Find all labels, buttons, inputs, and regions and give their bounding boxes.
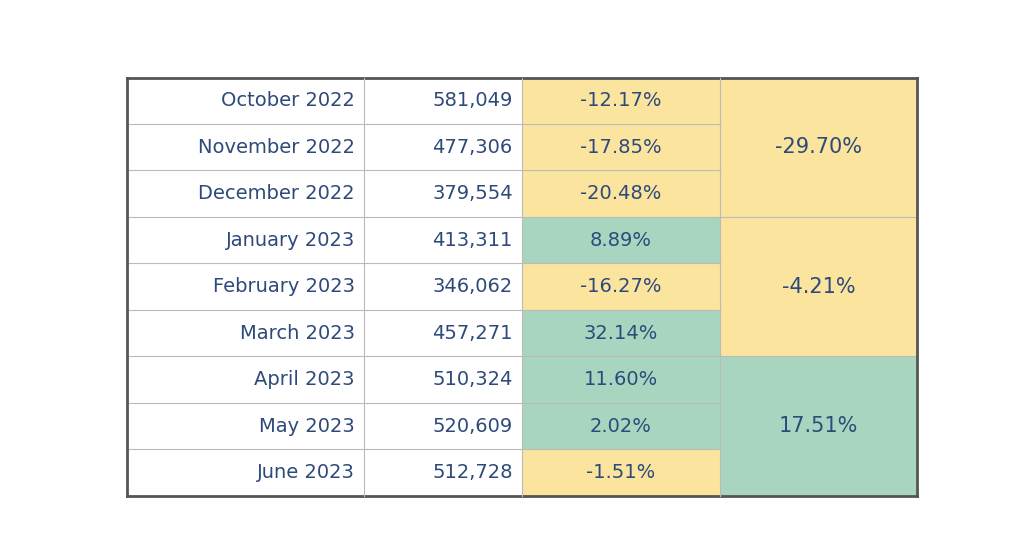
Text: -12.17%: -12.17% bbox=[580, 91, 661, 110]
Bar bbox=[522, 310, 719, 356]
Bar bbox=[365, 217, 523, 263]
Text: -4.21%: -4.21% bbox=[782, 277, 855, 297]
Text: -16.27%: -16.27% bbox=[580, 277, 661, 296]
Text: -20.48%: -20.48% bbox=[580, 184, 661, 203]
Bar bbox=[365, 124, 523, 170]
Text: May 2023: May 2023 bbox=[259, 417, 355, 436]
Bar bbox=[127, 356, 365, 403]
Bar bbox=[127, 170, 365, 217]
Bar bbox=[522, 77, 719, 124]
Text: -17.85%: -17.85% bbox=[580, 138, 661, 157]
Bar bbox=[719, 217, 917, 356]
Bar bbox=[127, 217, 365, 263]
Bar bbox=[522, 403, 719, 449]
Bar bbox=[522, 356, 719, 403]
Text: 457,271: 457,271 bbox=[432, 324, 513, 343]
Bar bbox=[127, 310, 365, 356]
Text: 11.60%: 11.60% bbox=[584, 370, 658, 389]
Text: November 2022: November 2022 bbox=[198, 138, 355, 157]
Text: 510,324: 510,324 bbox=[432, 370, 513, 389]
Bar bbox=[127, 77, 365, 124]
Bar bbox=[365, 449, 523, 496]
Bar bbox=[522, 170, 719, 217]
Bar bbox=[522, 263, 719, 310]
Text: 346,062: 346,062 bbox=[432, 277, 513, 296]
Bar bbox=[127, 124, 365, 170]
Text: March 2023: March 2023 bbox=[239, 324, 355, 343]
Text: 512,728: 512,728 bbox=[432, 463, 513, 482]
Bar bbox=[365, 170, 523, 217]
Text: December 2022: December 2022 bbox=[198, 184, 355, 203]
Text: January 2023: January 2023 bbox=[225, 231, 355, 250]
Bar bbox=[522, 217, 719, 263]
Text: 2.02%: 2.02% bbox=[590, 417, 652, 436]
Text: 17.51%: 17.51% bbox=[779, 416, 858, 436]
Bar bbox=[719, 77, 917, 217]
Bar bbox=[365, 263, 523, 310]
Text: -1.51%: -1.51% bbox=[586, 463, 655, 482]
Bar bbox=[365, 77, 523, 124]
Text: June 2023: June 2023 bbox=[257, 463, 355, 482]
Text: February 2023: February 2023 bbox=[213, 277, 355, 296]
Text: 581,049: 581,049 bbox=[432, 91, 513, 110]
Bar bbox=[522, 124, 719, 170]
Bar bbox=[365, 356, 523, 403]
Bar bbox=[127, 449, 365, 496]
Bar bbox=[365, 310, 523, 356]
Text: 477,306: 477,306 bbox=[432, 138, 513, 157]
Text: 32.14%: 32.14% bbox=[584, 324, 658, 343]
Text: 379,554: 379,554 bbox=[432, 184, 513, 203]
Text: April 2023: April 2023 bbox=[255, 370, 355, 389]
Text: -29.70%: -29.70% bbox=[774, 137, 862, 157]
Text: October 2022: October 2022 bbox=[221, 91, 355, 110]
Bar bbox=[719, 356, 917, 496]
Text: 8.89%: 8.89% bbox=[590, 231, 652, 250]
Text: 413,311: 413,311 bbox=[432, 231, 513, 250]
Bar bbox=[365, 403, 523, 449]
Bar bbox=[127, 263, 365, 310]
Text: 520,609: 520,609 bbox=[432, 417, 513, 436]
Bar bbox=[522, 449, 719, 496]
Bar bbox=[127, 403, 365, 449]
